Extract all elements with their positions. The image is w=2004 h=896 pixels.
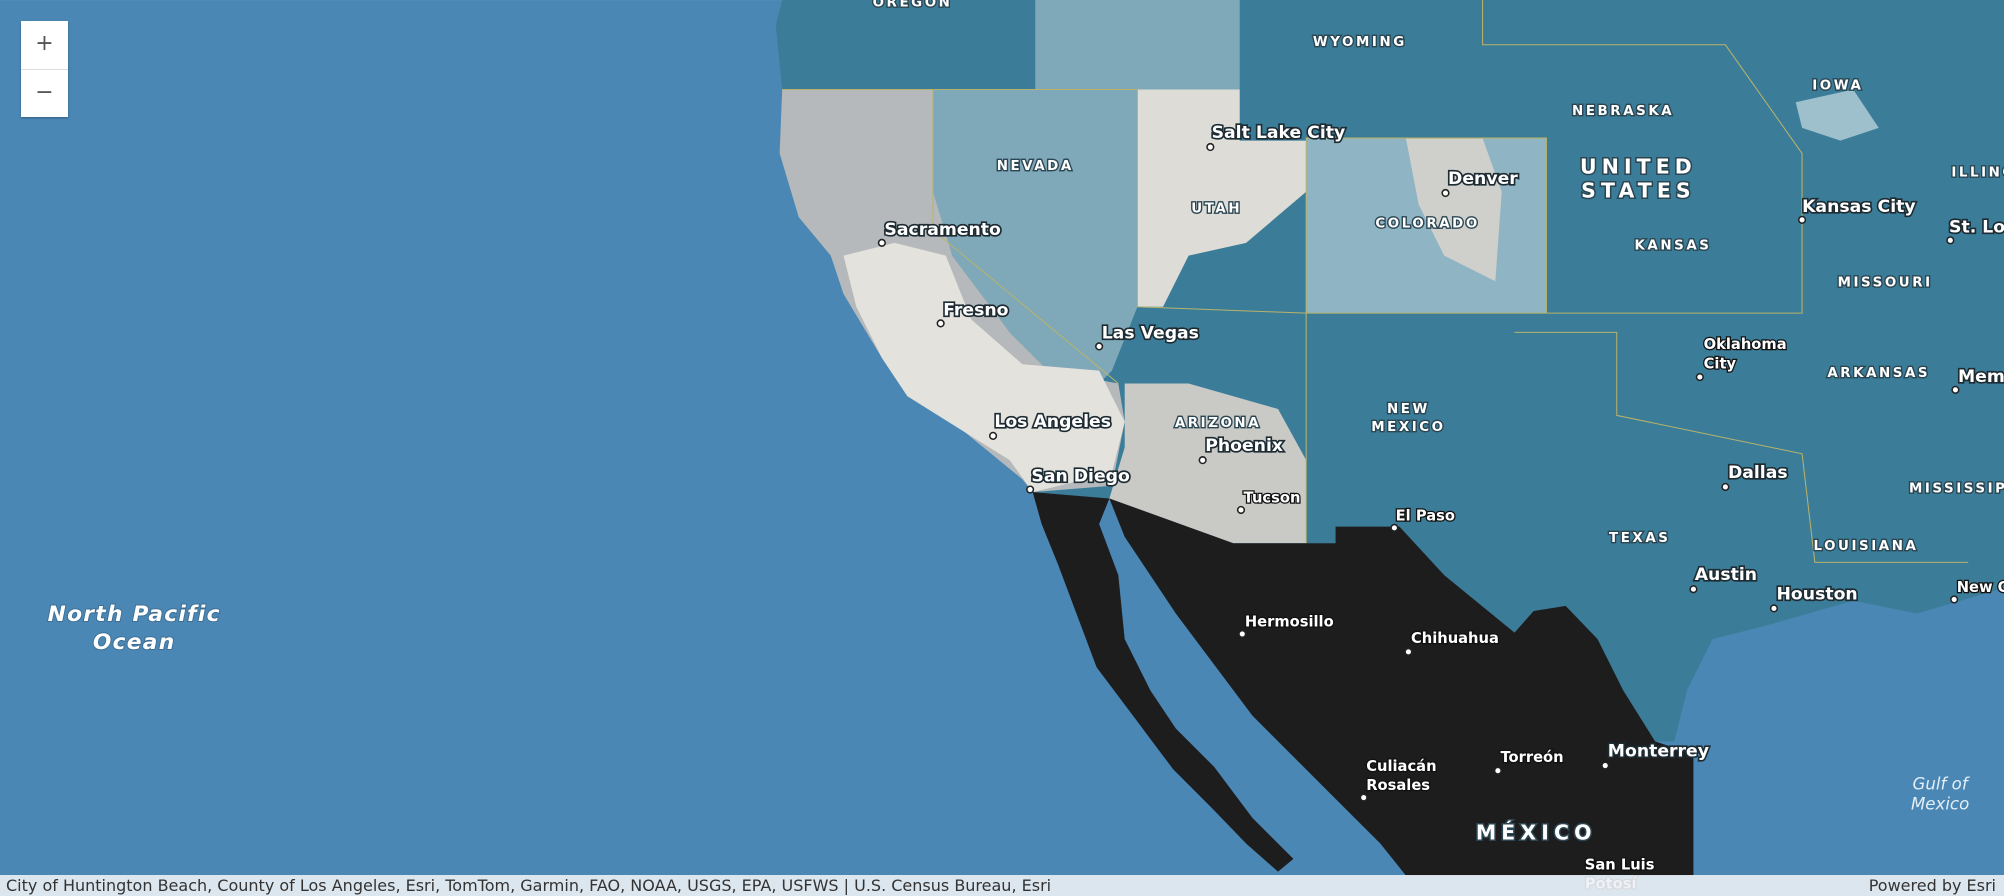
city-marker	[1026, 485, 1035, 494]
map-label: St. Louis	[1949, 218, 2004, 238]
map-label: Sacramento	[884, 220, 1001, 240]
city-marker	[1493, 766, 1502, 775]
city-marker	[1236, 505, 1246, 515]
map-label: City	[1704, 355, 1737, 372]
region-denver	[1405, 138, 1502, 282]
map-label: Denver	[1448, 169, 1518, 189]
map-label: Ocean	[93, 630, 176, 655]
map-label: UNITED	[1580, 154, 1697, 178]
map-label: TEXAS	[1609, 531, 1670, 546]
map-label: North Pacific	[48, 602, 221, 627]
city-marker	[1689, 585, 1698, 594]
map-label: ILLINOIS	[1951, 166, 2004, 181]
map-label: Phoenix	[1205, 436, 1283, 456]
city-marker	[1721, 482, 1730, 492]
zoom-in-button[interactable]: +	[21, 21, 68, 70]
city-marker	[1390, 523, 1399, 532]
map-label: MÉXICO	[1476, 819, 1597, 844]
map-label: Tucson	[1244, 489, 1301, 506]
map-label: Culiacán	[1366, 758, 1436, 775]
map-label: Mexico	[1911, 795, 1969, 814]
map-label: KANSAS	[1634, 238, 1711, 253]
city-marker	[1404, 647, 1413, 656]
map-label: WYOMING	[1313, 35, 1407, 50]
attribution-bar: City of Huntington Beach, County of Los …	[0, 875, 2004, 896]
map-label: El Paso	[1396, 507, 1455, 524]
map-label: MISSISSIPPI	[1909, 481, 2004, 496]
city-marker	[936, 319, 945, 328]
state-borders	[782, 88, 1547, 544]
zoom-out-button[interactable]: −	[35, 80, 54, 105]
map-label: Kansas City	[1802, 197, 1916, 217]
map-label: Dallas	[1728, 463, 1788, 483]
map-label: Salt Lake City	[1212, 123, 1346, 143]
map-label: NEBRASKA	[1572, 104, 1674, 119]
map-label: Gulf of	[1913, 774, 1970, 793]
map-label: MISSOURI	[1838, 275, 1933, 290]
state-borders	[1514, 331, 1969, 563]
powered-by: Powered by Esri	[1868, 876, 1996, 895]
map-label: COLORADO	[1375, 217, 1479, 232]
city-marker	[1951, 385, 1960, 394]
map-label: San Diego	[1031, 467, 1130, 487]
map-label: OREGON	[873, 0, 953, 11]
zoom-controls: + −	[21, 21, 68, 117]
city-marker	[1198, 456, 1207, 465]
baja-california	[1032, 492, 1294, 872]
map-label: San Luis	[1585, 856, 1655, 873]
city-marker	[1946, 236, 1955, 245]
map-label: Monterrey	[1608, 742, 1709, 762]
map-label: ARIZONA	[1175, 416, 1261, 431]
map-label: Los Angeles	[994, 412, 1111, 432]
region-utah	[1137, 89, 1307, 307]
city-marker	[1359, 793, 1368, 802]
map-label: Austin	[1695, 565, 1757, 585]
map-label: UTAH	[1191, 201, 1242, 216]
map-label: NEVADA	[997, 159, 1074, 174]
city-marker	[1601, 761, 1610, 770]
map-label: Chihuahua	[1411, 630, 1499, 647]
attribution: City of Huntington Beach, County of Los …	[6, 876, 1052, 895]
map-label: New Orleans	[1957, 579, 2004, 596]
state-borders	[932, 89, 1119, 384]
map-label: Rosales	[1366, 777, 1430, 794]
labels: OREGON WYOMING NEBRASKA IOWA ILLINOIS NEVADA U…	[47, 0, 2004, 894]
map-label: LOUISIANA	[1813, 539, 1918, 554]
map-label: Las Vegas	[1102, 324, 1199, 344]
map-label: Torreón	[1500, 749, 1563, 766]
map-label: IOWA	[1812, 79, 1863, 94]
map-label: Hermosillo	[1245, 613, 1334, 630]
city-marker	[1695, 372, 1704, 382]
map-label: Houston	[1777, 584, 1858, 604]
city-marker	[1206, 142, 1215, 152]
region-pale	[843, 242, 1125, 493]
map-label: Memphis	[1958, 367, 2004, 387]
city-marker	[1950, 595, 1959, 604]
city-marker	[1769, 604, 1779, 613]
city-marker	[988, 431, 998, 440]
region-arizona	[1109, 383, 1307, 544]
region-midwest	[1795, 89, 1879, 141]
map-label: NEW	[1387, 402, 1430, 417]
state-borders	[1482, 0, 1803, 314]
city-marker	[1095, 342, 1104, 351]
city-marker	[1441, 188, 1450, 198]
city-marker	[1238, 629, 1247, 639]
map-label: MEXICO	[1371, 420, 1445, 435]
map-label: Fresno	[943, 301, 1008, 321]
map-label: Oklahoma	[1704, 336, 1787, 353]
map-label: STATES	[1581, 179, 1696, 203]
mexico-mainland	[1109, 498, 1694, 876]
map-label: ARKANSAS	[1827, 366, 1930, 381]
city-marker	[1797, 215, 1807, 224]
city-marker	[877, 238, 886, 247]
